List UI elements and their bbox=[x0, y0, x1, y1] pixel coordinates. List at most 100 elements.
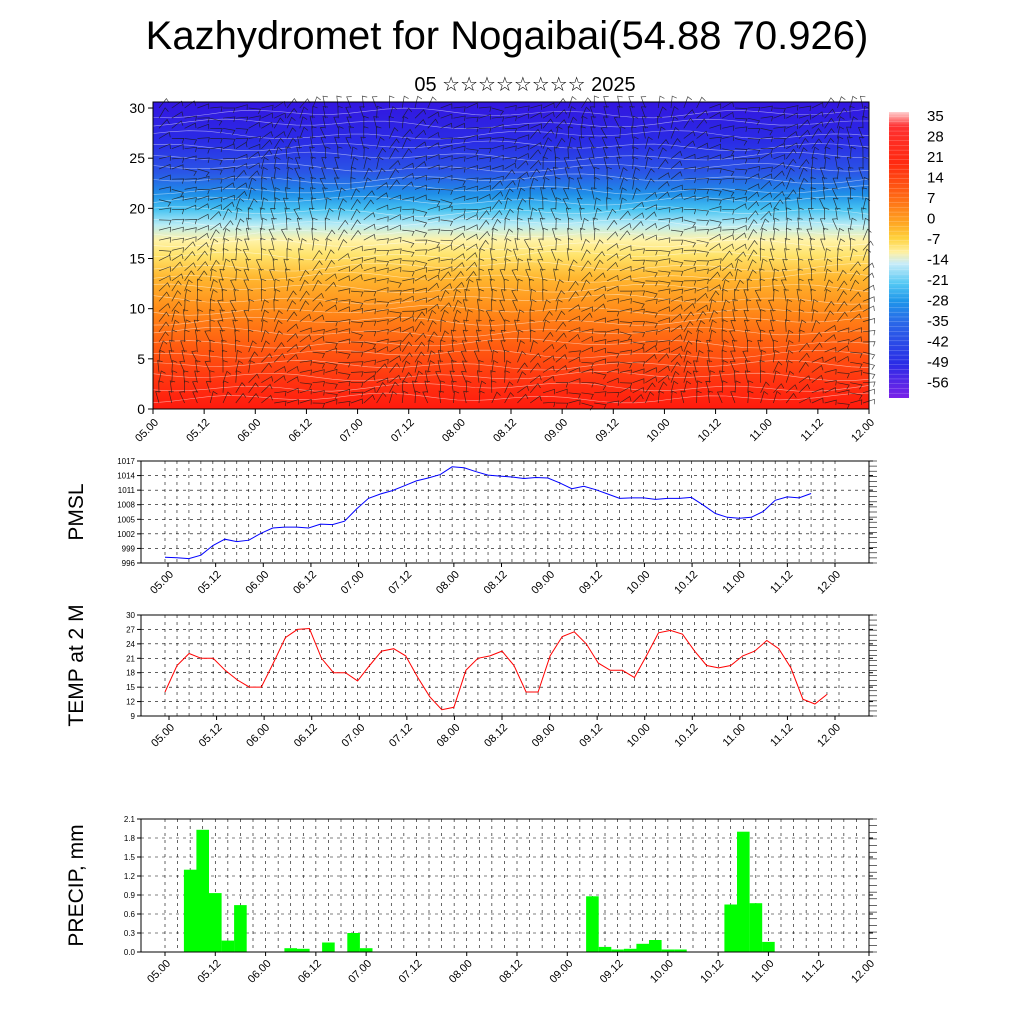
wind-barb bbox=[194, 370, 200, 383]
wind-barb bbox=[453, 106, 466, 112]
precip-bar bbox=[221, 940, 235, 952]
colorbar-gradient bbox=[889, 112, 909, 398]
wind-barb bbox=[184, 122, 197, 129]
wind-barb bbox=[402, 196, 415, 202]
wind-barb bbox=[542, 197, 548, 210]
wind-barb bbox=[517, 362, 528, 373]
wind-barb bbox=[259, 227, 266, 241]
series-line bbox=[164, 466, 812, 560]
wind-barb bbox=[273, 187, 280, 200]
wind-barb bbox=[568, 392, 582, 399]
wind-barb bbox=[389, 381, 399, 393]
wind-barb bbox=[692, 370, 699, 383]
wind-barb bbox=[376, 216, 389, 222]
wind-barb bbox=[363, 199, 374, 210]
wind-barb bbox=[478, 288, 485, 302]
wind-barb bbox=[683, 287, 696, 294]
wind-barb bbox=[261, 278, 267, 292]
wind-barb bbox=[376, 267, 389, 274]
wind-barb bbox=[247, 207, 254, 220]
wind-barb bbox=[440, 219, 454, 227]
wind-barb bbox=[209, 370, 215, 383]
isotherm-line bbox=[152, 382, 870, 392]
wind-barb bbox=[517, 329, 524, 343]
wind-barb bbox=[555, 388, 568, 395]
wind-barb bbox=[273, 320, 283, 332]
wind-barb bbox=[414, 332, 426, 343]
wind-barb bbox=[529, 177, 539, 190]
wind-barb bbox=[619, 338, 632, 345]
wind-barb bbox=[414, 297, 427, 303]
wind-barb bbox=[184, 298, 190, 312]
wind-barb bbox=[683, 117, 694, 129]
isotherm-line bbox=[152, 392, 870, 404]
wind-barb bbox=[261, 340, 270, 353]
wind-barb bbox=[786, 105, 799, 111]
wind-barb bbox=[811, 309, 819, 322]
wind-barb bbox=[350, 188, 360, 200]
y-tick-label: 1014 bbox=[117, 472, 135, 481]
wind-barb bbox=[529, 288, 537, 302]
wind-barb bbox=[222, 237, 230, 251]
wind-barb bbox=[338, 380, 351, 387]
wind-barb bbox=[568, 105, 576, 119]
wind-barb bbox=[351, 351, 364, 357]
wind-barb bbox=[389, 95, 395, 109]
x-tick-label: 10.12 bbox=[696, 417, 724, 445]
x-tick-label: 12.00 bbox=[849, 958, 877, 986]
wind-barb bbox=[716, 391, 723, 404]
colorbar-label: 35 bbox=[927, 108, 944, 125]
wind-barb bbox=[555, 382, 569, 388]
wind-barb bbox=[337, 207, 346, 220]
wind-barb bbox=[747, 183, 760, 190]
wind-barb bbox=[568, 378, 581, 384]
wind-barb bbox=[563, 157, 570, 170]
wind-barb bbox=[568, 333, 580, 343]
wind-barb bbox=[440, 244, 453, 251]
wind-barb bbox=[707, 349, 713, 363]
wind-barb bbox=[658, 280, 671, 288]
wind-barb bbox=[273, 278, 280, 292]
wind-barb bbox=[785, 167, 795, 180]
wind-barb bbox=[299, 388, 312, 395]
wind-barb bbox=[529, 187, 536, 200]
wind-barb bbox=[568, 280, 579, 292]
wind-barb bbox=[389, 298, 402, 304]
wind-barb bbox=[325, 347, 338, 354]
wind-barb bbox=[232, 319, 238, 332]
wind-barb bbox=[286, 156, 294, 170]
wind-barb bbox=[184, 251, 196, 261]
wind-barb bbox=[821, 177, 828, 190]
wind-barb bbox=[437, 350, 444, 363]
wind-barb bbox=[350, 263, 363, 272]
wind-barb bbox=[831, 187, 838, 200]
wind-barb bbox=[222, 258, 231, 271]
wind-barb bbox=[427, 111, 440, 119]
wind-barb bbox=[184, 262, 196, 272]
wind-barb bbox=[209, 222, 222, 231]
isotherm-line bbox=[152, 217, 870, 228]
wind-barb bbox=[453, 262, 465, 272]
wind-barb bbox=[530, 112, 542, 119]
wind-barb bbox=[376, 136, 385, 149]
wind-barb bbox=[850, 392, 863, 400]
wind-barb bbox=[786, 123, 798, 130]
wind-barb bbox=[171, 290, 182, 302]
wind-barb bbox=[402, 315, 414, 322]
wind-barb bbox=[261, 248, 267, 261]
wind-barb bbox=[389, 311, 402, 318]
wind-barb bbox=[837, 402, 850, 410]
wind-barb bbox=[171, 120, 184, 129]
x-tick-label: 11.00 bbox=[749, 958, 776, 985]
wind-barb bbox=[734, 158, 748, 164]
wind-barb bbox=[581, 392, 594, 400]
wind-barb bbox=[223, 107, 236, 113]
isotherm-line bbox=[152, 370, 870, 382]
wind-barb bbox=[730, 391, 736, 404]
wind-barb bbox=[709, 329, 717, 343]
wind-barb bbox=[696, 390, 702, 404]
wind-barb bbox=[209, 248, 217, 261]
wind-barb bbox=[734, 279, 744, 292]
wind-barb bbox=[261, 394, 273, 404]
wind-barb bbox=[197, 176, 210, 182]
